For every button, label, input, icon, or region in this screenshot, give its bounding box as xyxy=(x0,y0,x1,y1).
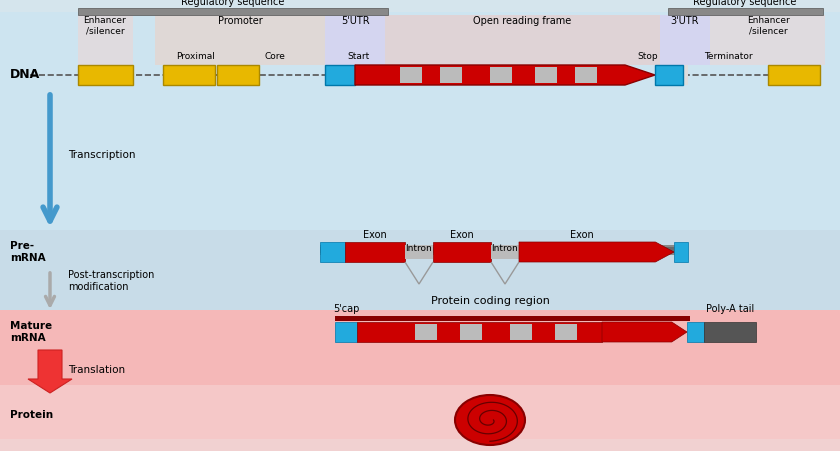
Bar xyxy=(768,65,820,85)
Bar xyxy=(78,65,133,85)
Text: Intron: Intron xyxy=(406,244,433,253)
Bar xyxy=(335,322,357,342)
Bar xyxy=(683,65,688,85)
Bar xyxy=(0,230,840,320)
Bar xyxy=(320,247,688,253)
Bar xyxy=(460,324,482,340)
Bar xyxy=(0,385,840,451)
Bar xyxy=(217,65,259,85)
Text: Transcription: Transcription xyxy=(68,150,135,160)
Bar xyxy=(345,242,405,262)
Bar xyxy=(674,242,688,262)
Text: Exon: Exon xyxy=(363,230,387,240)
Text: Core: Core xyxy=(265,52,286,61)
Text: Enhancer
/silencer: Enhancer /silencer xyxy=(747,16,790,35)
Bar xyxy=(335,316,690,321)
Bar xyxy=(78,8,388,15)
Bar xyxy=(415,324,437,340)
Text: 5'cap: 5'cap xyxy=(333,304,360,314)
Bar xyxy=(320,242,345,262)
Text: Regulatory sequence: Regulatory sequence xyxy=(693,0,796,7)
Text: Protein coding region: Protein coding region xyxy=(431,296,549,306)
Bar xyxy=(668,8,823,15)
Text: Enhancer
/silencer: Enhancer /silencer xyxy=(84,16,126,35)
Text: Exon: Exon xyxy=(570,230,594,240)
Polygon shape xyxy=(28,350,72,393)
Bar xyxy=(704,322,756,342)
Text: Open reading frame: Open reading frame xyxy=(473,16,571,26)
Text: Pre-
mRNA: Pre- mRNA xyxy=(10,241,45,263)
Bar xyxy=(687,322,704,342)
Text: Proximal: Proximal xyxy=(176,52,215,61)
Bar xyxy=(155,15,325,65)
Bar xyxy=(78,15,133,65)
Text: Stop: Stop xyxy=(638,52,659,61)
Polygon shape xyxy=(355,65,655,85)
Text: Start: Start xyxy=(347,52,369,61)
Bar xyxy=(325,65,355,85)
Bar xyxy=(575,67,597,83)
Text: Post-transcription
modification: Post-transcription modification xyxy=(68,270,155,292)
Text: Exon: Exon xyxy=(450,230,474,240)
Text: DNA: DNA xyxy=(10,69,40,82)
Bar xyxy=(320,245,688,255)
Bar xyxy=(491,245,519,259)
Bar xyxy=(405,245,433,259)
Bar xyxy=(0,439,840,451)
Bar xyxy=(0,0,840,12)
Text: Translation: Translation xyxy=(68,365,125,375)
Bar xyxy=(510,324,532,340)
Bar xyxy=(655,65,683,85)
Bar xyxy=(660,15,710,65)
Text: Terminator: Terminator xyxy=(704,52,753,61)
Text: Regulatory sequence: Regulatory sequence xyxy=(181,0,285,7)
Text: Intron: Intron xyxy=(491,244,518,253)
Bar xyxy=(163,65,215,85)
Bar xyxy=(433,242,491,262)
Bar xyxy=(490,67,512,83)
Text: 3'UTR: 3'UTR xyxy=(671,16,699,26)
Bar xyxy=(357,322,602,342)
Bar xyxy=(710,15,825,65)
Polygon shape xyxy=(519,242,674,262)
Bar xyxy=(440,67,462,83)
Bar xyxy=(0,0,840,230)
Ellipse shape xyxy=(455,395,525,445)
Text: Promoter: Promoter xyxy=(218,16,262,26)
Bar xyxy=(325,15,385,65)
Text: Poly-A tail: Poly-A tail xyxy=(706,304,754,314)
Bar xyxy=(555,324,577,340)
Bar xyxy=(0,310,840,385)
Text: 5'UTR: 5'UTR xyxy=(341,16,370,26)
Polygon shape xyxy=(602,322,687,342)
Bar xyxy=(535,67,557,83)
Bar xyxy=(400,67,422,83)
Text: Mature
mRNA: Mature mRNA xyxy=(10,321,52,343)
Text: Protein: Protein xyxy=(10,410,53,420)
Bar xyxy=(385,15,660,65)
